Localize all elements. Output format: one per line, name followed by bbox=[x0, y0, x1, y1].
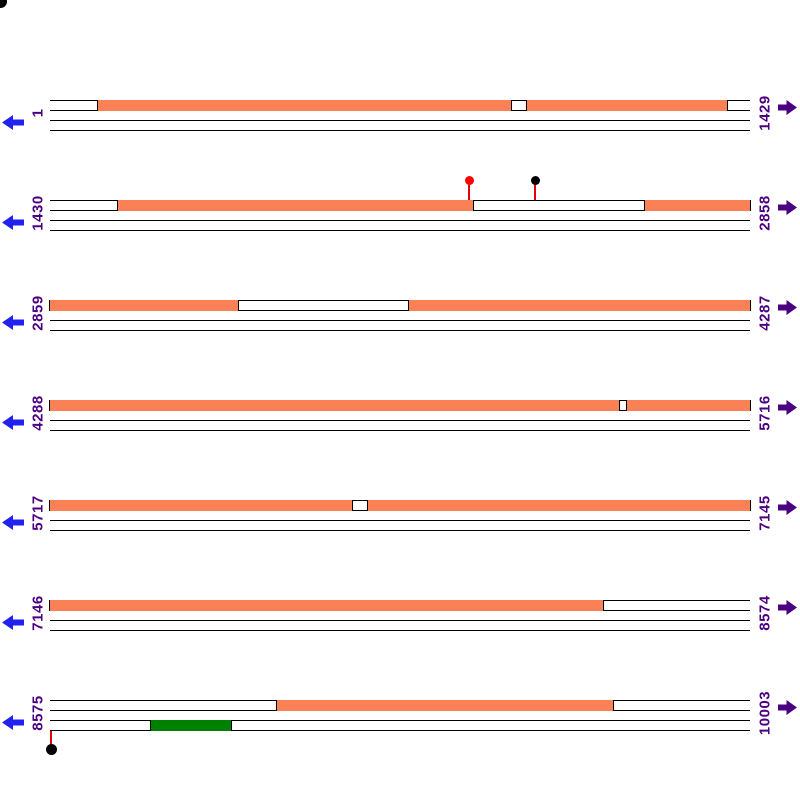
strand-line bbox=[50, 300, 750, 301]
strand-line bbox=[50, 130, 750, 131]
scroll-right-button[interactable] bbox=[778, 600, 797, 615]
left-coordinate-label: 1430 bbox=[29, 195, 47, 231]
marker-dot[interactable] bbox=[465, 176, 474, 185]
forward-feature-bar[interactable] bbox=[367, 500, 751, 511]
reverse-feature-bar[interactable] bbox=[150, 720, 232, 731]
scroll-left-button[interactable] bbox=[2, 215, 24, 230]
strand-line bbox=[50, 330, 750, 331]
forward-feature-bar[interactable] bbox=[117, 200, 474, 211]
strand-line bbox=[50, 720, 750, 721]
right-arrow-icon bbox=[778, 300, 797, 315]
left-coordinate-label: 5717 bbox=[29, 495, 47, 531]
forward-feature-bar[interactable] bbox=[526, 100, 728, 111]
scroll-left-button[interactable] bbox=[2, 415, 24, 430]
forward-feature-bar[interactable] bbox=[626, 400, 751, 411]
scroll-left-button[interactable] bbox=[2, 515, 24, 530]
forward-feature-bar[interactable] bbox=[49, 400, 620, 411]
right-coordinate-label: 10003 bbox=[756, 690, 774, 736]
strand-line bbox=[50, 430, 750, 431]
strand-line bbox=[50, 620, 750, 621]
scroll-right-button[interactable] bbox=[778, 300, 797, 315]
right-coordinate-label: 5716 bbox=[756, 395, 774, 431]
right-coordinate-label: 4287 bbox=[756, 295, 774, 331]
strand-line bbox=[50, 530, 750, 531]
right-coordinate-label: 1429 bbox=[756, 95, 774, 131]
left-arrow-icon bbox=[2, 115, 24, 130]
strand-line bbox=[50, 230, 750, 231]
right-arrow-icon bbox=[778, 700, 797, 715]
scroll-right-button[interactable] bbox=[778, 200, 797, 215]
right-coordinate-label: 2858 bbox=[756, 195, 774, 231]
strand-line bbox=[50, 730, 750, 731]
left-arrow-icon bbox=[2, 315, 24, 330]
marker-dot[interactable] bbox=[46, 744, 57, 755]
left-coordinate-label: 4288 bbox=[29, 395, 47, 431]
forward-feature-bar[interactable] bbox=[408, 300, 751, 311]
right-arrow-icon bbox=[778, 200, 797, 215]
strand-line bbox=[50, 120, 750, 121]
scroll-right-button[interactable] bbox=[778, 500, 797, 515]
forward-feature-bar[interactable] bbox=[49, 300, 239, 311]
right-arrow-icon bbox=[778, 400, 797, 415]
scroll-left-button[interactable] bbox=[2, 715, 24, 730]
right-arrow-icon bbox=[778, 100, 797, 115]
right-coordinate-label: 8574 bbox=[756, 595, 774, 631]
strand-line bbox=[50, 220, 750, 221]
forward-feature-bar[interactable] bbox=[276, 700, 614, 711]
left-arrow-icon bbox=[2, 515, 24, 530]
strand-line bbox=[50, 520, 750, 521]
strand-line bbox=[50, 310, 750, 311]
strand-line bbox=[50, 630, 750, 631]
marker-dot[interactable] bbox=[531, 176, 540, 185]
marker-stem bbox=[468, 184, 470, 200]
left-coordinate-label: 2859 bbox=[29, 295, 47, 331]
corner-marker-dot[interactable] bbox=[0, 0, 7, 8]
scroll-right-button[interactable] bbox=[778, 100, 797, 115]
scroll-right-button[interactable] bbox=[778, 700, 797, 715]
forward-feature-bar[interactable] bbox=[49, 600, 604, 611]
left-coordinate-label: 1 bbox=[29, 108, 47, 118]
forward-feature-bar[interactable] bbox=[97, 100, 512, 111]
forward-feature-bar[interactable] bbox=[49, 500, 353, 511]
marker-stem bbox=[534, 184, 536, 200]
right-coordinate-label: 7145 bbox=[756, 495, 774, 531]
left-coordinate-label: 8575 bbox=[29, 695, 47, 731]
scroll-left-button[interactable] bbox=[2, 315, 24, 330]
strand-line bbox=[50, 320, 750, 321]
scroll-left-button[interactable] bbox=[2, 615, 24, 630]
left-arrow-icon bbox=[2, 715, 24, 730]
scroll-left-button[interactable] bbox=[2, 115, 24, 130]
right-arrow-icon bbox=[778, 500, 797, 515]
left-coordinate-label: 7146 bbox=[29, 595, 47, 631]
scroll-right-button[interactable] bbox=[778, 400, 797, 415]
marker-stem bbox=[50, 731, 52, 749]
right-arrow-icon bbox=[778, 600, 797, 615]
strand-line bbox=[50, 420, 750, 421]
left-arrow-icon bbox=[2, 215, 24, 230]
left-arrow-icon bbox=[2, 415, 24, 430]
left-arrow-icon bbox=[2, 615, 24, 630]
forward-feature-bar[interactable] bbox=[644, 200, 751, 211]
